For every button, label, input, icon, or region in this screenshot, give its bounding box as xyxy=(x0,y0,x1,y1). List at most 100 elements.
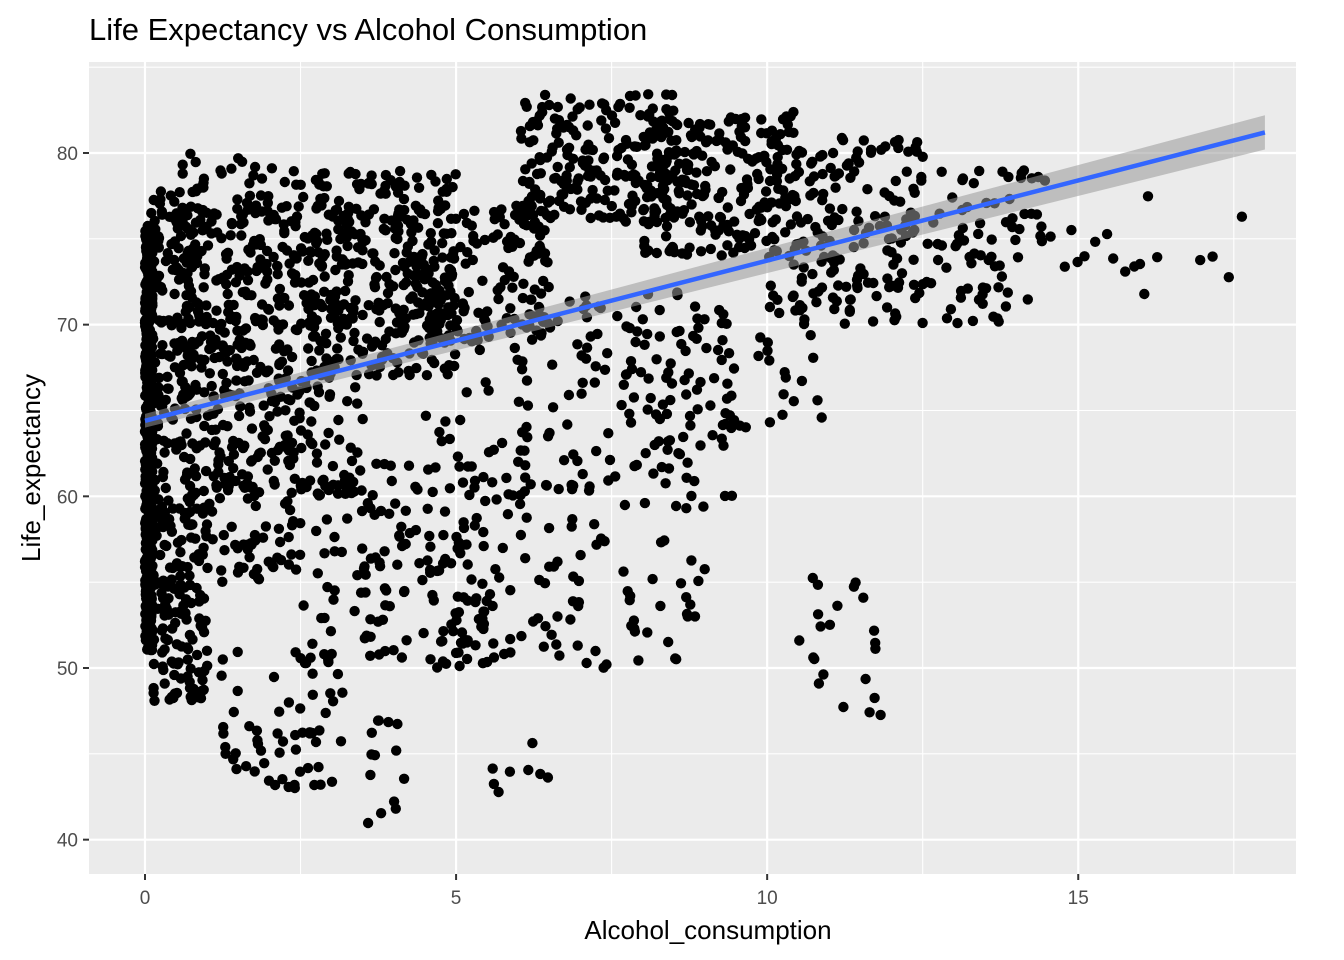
data-point xyxy=(517,175,529,187)
data-point xyxy=(477,578,488,589)
data-point xyxy=(693,322,704,333)
data-point xyxy=(332,343,343,354)
data-point xyxy=(201,519,213,530)
data-point xyxy=(321,514,333,525)
data-point xyxy=(312,235,323,247)
data-point xyxy=(513,396,525,407)
data-point xyxy=(262,464,273,475)
data-point xyxy=(224,471,235,483)
data-point xyxy=(228,754,239,765)
x-tick-label: 0 xyxy=(140,888,151,909)
data-point xyxy=(784,173,795,184)
data-point xyxy=(492,229,503,240)
data-point xyxy=(631,141,643,152)
data-point xyxy=(875,709,886,721)
data-point xyxy=(280,405,291,416)
data-point xyxy=(388,645,399,656)
data-point xyxy=(278,346,290,357)
data-point xyxy=(642,111,654,122)
data-point xyxy=(214,351,225,363)
data-point xyxy=(393,226,404,237)
data-point xyxy=(165,580,177,592)
data-point xyxy=(793,166,805,178)
data-point xyxy=(642,627,653,638)
data-point xyxy=(324,389,336,400)
data-point xyxy=(439,363,450,374)
data-point xyxy=(377,614,389,625)
data-point xyxy=(599,364,611,375)
data-point xyxy=(618,566,629,577)
data-point xyxy=(331,286,342,297)
data-point xyxy=(398,773,410,784)
data-point xyxy=(572,176,583,187)
data-point xyxy=(171,444,182,455)
data-point xyxy=(651,247,662,259)
data-point xyxy=(762,345,773,356)
data-point xyxy=(148,658,160,670)
data-point xyxy=(518,278,529,289)
data-point xyxy=(314,345,325,356)
data-point xyxy=(434,426,445,438)
data-point xyxy=(712,344,724,356)
data-point xyxy=(175,570,186,582)
data-point xyxy=(693,575,704,587)
data-point xyxy=(380,600,391,611)
data-point xyxy=(678,431,689,443)
data-point xyxy=(520,460,531,471)
data-point xyxy=(355,465,366,476)
data-point xyxy=(581,657,592,669)
data-point xyxy=(147,290,158,301)
data-point xyxy=(394,165,406,177)
data-point xyxy=(474,344,485,356)
data-point xyxy=(238,217,249,228)
data-point xyxy=(507,490,519,501)
data-point xyxy=(839,318,850,329)
data-point xyxy=(925,278,937,289)
data-point xyxy=(152,603,164,614)
data-point xyxy=(425,228,436,239)
data-point xyxy=(327,460,339,472)
data-point xyxy=(296,442,307,454)
data-point xyxy=(598,662,609,673)
data-point xyxy=(146,590,157,601)
data-point xyxy=(1236,211,1248,222)
data-point xyxy=(333,215,344,226)
data-point xyxy=(187,519,198,530)
data-point xyxy=(335,736,347,747)
data-point xyxy=(221,377,232,389)
data-point xyxy=(294,549,306,560)
data-point xyxy=(403,460,415,471)
data-point xyxy=(855,263,866,274)
data-point xyxy=(429,245,440,256)
data-point xyxy=(213,466,224,478)
data-point xyxy=(575,549,586,561)
data-point xyxy=(357,413,368,425)
data-point xyxy=(427,589,438,601)
data-point xyxy=(242,289,253,301)
data-point xyxy=(699,314,710,325)
data-point xyxy=(1066,224,1077,236)
data-point xyxy=(320,707,331,719)
data-point xyxy=(1134,258,1146,270)
data-point xyxy=(146,207,157,219)
data-point xyxy=(580,144,591,155)
data-point xyxy=(244,178,255,189)
data-point xyxy=(274,359,285,371)
data-point xyxy=(674,325,685,337)
data-point xyxy=(599,174,611,186)
data-point xyxy=(150,579,161,590)
data-point xyxy=(807,156,818,167)
data-point xyxy=(466,574,477,585)
data-point xyxy=(277,774,288,785)
data-point xyxy=(410,481,421,492)
data-point xyxy=(184,682,196,694)
data-point xyxy=(186,532,197,543)
data-point xyxy=(734,233,745,244)
data-point xyxy=(656,115,668,126)
data-point xyxy=(908,254,919,265)
data-point xyxy=(294,766,306,777)
data-point xyxy=(328,594,339,605)
data-point xyxy=(818,669,829,680)
data-point xyxy=(666,89,678,101)
data-point xyxy=(162,438,173,449)
